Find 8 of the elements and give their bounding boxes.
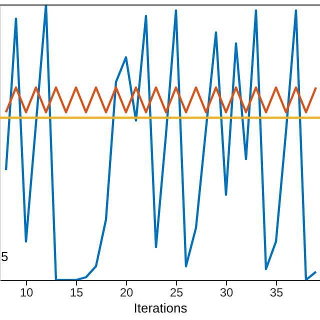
x-tick-label: 15 bbox=[70, 286, 84, 300]
x-tick-label: 20 bbox=[120, 286, 134, 300]
x-tick-label: 35 bbox=[270, 286, 284, 300]
x-tick-label: 10 bbox=[20, 286, 34, 300]
x-tick-label: 30 bbox=[220, 286, 234, 300]
annotation: 5 bbox=[1, 249, 8, 264]
x-tick-label: 25 bbox=[170, 286, 184, 300]
x-axis-title: Iterations bbox=[134, 300, 188, 316]
